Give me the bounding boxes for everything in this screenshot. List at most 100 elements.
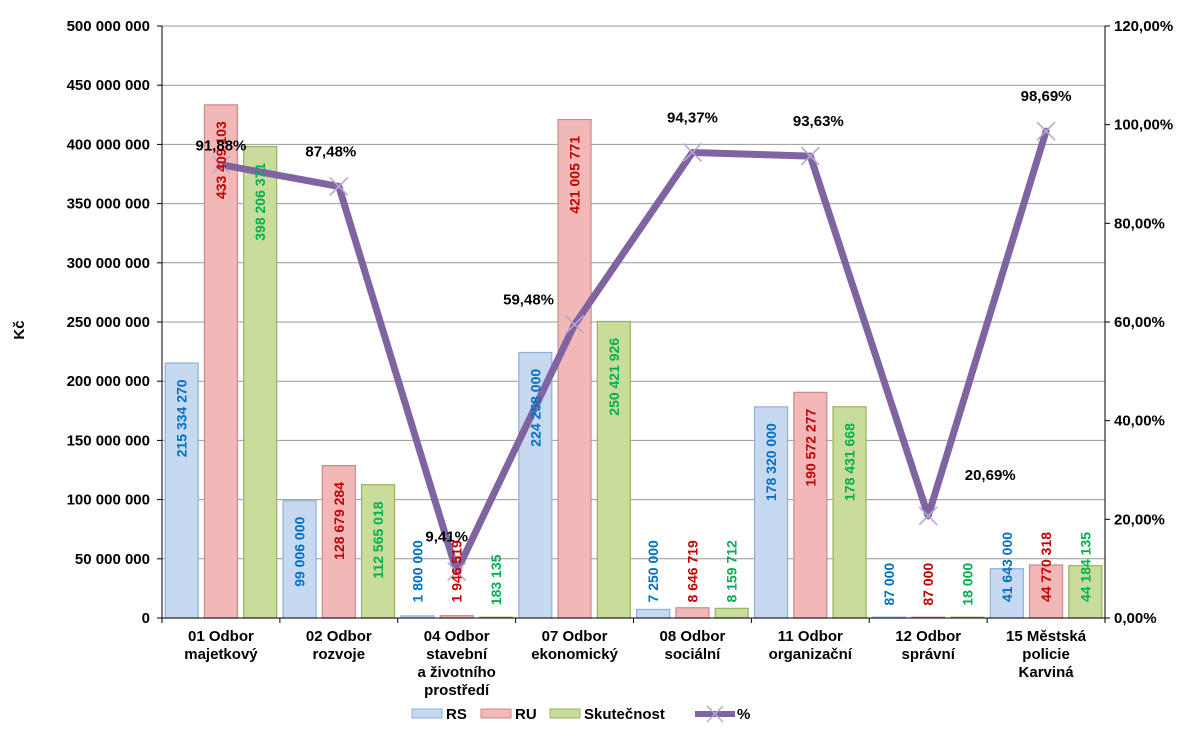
bar-Skutečnost xyxy=(714,607,749,619)
bar-Skutečnost xyxy=(832,406,867,619)
bar-RS xyxy=(636,608,671,619)
percent-marker xyxy=(564,314,585,335)
bar-Skutečnost xyxy=(360,484,396,619)
bar-value-label: 1 946 519 xyxy=(449,540,465,602)
y-tick-label: 100 000 000 xyxy=(67,492,150,509)
y-tick-label: 200 000 000 xyxy=(67,373,150,390)
bar-value-label: 44 770 318 xyxy=(1038,532,1054,602)
y-tick-label: 50 000 000 xyxy=(75,551,150,568)
bar-value-label: 44 184 135 xyxy=(1077,532,1093,602)
bar-RS xyxy=(164,362,199,619)
percent-marker xyxy=(1036,121,1056,141)
x-category-label: Karviná xyxy=(1019,664,1075,681)
percent-marker xyxy=(447,562,467,582)
bar-value-label: 421 005 771 xyxy=(567,136,583,214)
percent-series-line xyxy=(217,127,1050,576)
bar-RS xyxy=(282,500,317,619)
bar-RU xyxy=(557,118,592,619)
bar-value-label: 224 258 000 xyxy=(527,369,543,447)
bar-value-label: 87 000 xyxy=(920,563,936,606)
percent-marker xyxy=(918,506,938,526)
x-category-label: stavební xyxy=(426,646,488,663)
x-category-label: organizační xyxy=(769,646,853,663)
legend-label: RU xyxy=(515,706,537,723)
legend-swatch-Skutečnost xyxy=(549,708,581,719)
percent-value-label: 93,63% xyxy=(793,113,844,130)
bar-value-label: 215 334 270 xyxy=(174,379,190,457)
bar-value-label: 8 159 712 xyxy=(724,540,740,602)
bar-value-label: 128 679 284 xyxy=(331,482,347,560)
percent-line xyxy=(211,121,1056,582)
x-category-label: 12 Odbor xyxy=(895,628,961,645)
y-tick-label: 250 000 000 xyxy=(67,314,150,331)
bar-value-label: 18 000 xyxy=(959,563,975,606)
bar-value-label: 8 646 719 xyxy=(684,540,700,602)
y-tick-label: 0 xyxy=(142,610,150,627)
percent-value-label: 94,37% xyxy=(667,109,718,126)
bar-value-label: 250 421 926 xyxy=(606,338,622,416)
x-category-label: prostředí xyxy=(424,682,490,699)
bar-value-label: 183 135 xyxy=(488,554,504,605)
legend: RS RU Skutečnost% xyxy=(411,705,750,723)
legend-label: % xyxy=(737,706,750,723)
x-category-label: a životního xyxy=(418,664,496,681)
y2-tick-label: 0,00% xyxy=(1114,610,1157,627)
bar-value-label: 178 320 000 xyxy=(763,423,779,501)
bars xyxy=(164,104,1103,619)
percent-value-label: 87,48% xyxy=(305,143,356,160)
x-category-label: 08 Odbor xyxy=(660,628,726,645)
x-category-label: 11 Odbor xyxy=(778,628,843,645)
x-category-label: správní xyxy=(902,646,956,663)
bar-value-label: 7 250 000 xyxy=(645,540,661,602)
bar-value-label: 99 006 000 xyxy=(292,517,308,587)
percent-value-label: 9,41% xyxy=(425,529,468,546)
y2-tick-label: 40,00% xyxy=(1114,413,1165,430)
x-category-label: policie xyxy=(1022,646,1070,663)
y-tick-label: 500 000 000 xyxy=(67,18,150,35)
x-category-label: 02 Odbor xyxy=(306,628,372,645)
y-tick-label: 350 000 000 xyxy=(67,196,150,213)
percent-marker xyxy=(329,176,349,196)
bar-value-label: 398 206 371 xyxy=(252,163,268,241)
y2-tick-label: 80,00% xyxy=(1114,215,1165,232)
bar-value-label: 433 409 103 xyxy=(213,121,229,199)
y-tick-label: 450 000 000 xyxy=(67,77,150,94)
bar-value-label: 190 572 277 xyxy=(802,409,818,487)
legend-label: RS xyxy=(446,706,467,723)
y2-tick-label: 20,00% xyxy=(1114,511,1165,528)
percent-value-label: 59,48% xyxy=(503,292,554,309)
x-category-label: 07 Odbor xyxy=(542,628,608,645)
percent-value-label: 20,69% xyxy=(965,467,1016,484)
legend-swatch-RS xyxy=(411,708,443,719)
bar-Skutečnost xyxy=(596,320,631,619)
percent-value-label: 91,88% xyxy=(196,138,247,155)
gridlines xyxy=(162,25,1105,560)
y-tick-label: 150 000 000 xyxy=(67,432,150,449)
x-category-label: sociální xyxy=(665,646,722,663)
data-labels: 215 334 270 99 006 000 1 800 000 224 258 00… xyxy=(174,88,1094,605)
y-tick-label: 400 000 000 xyxy=(67,136,150,153)
x-category-label: 04 Odbor xyxy=(424,628,490,645)
tick-labels: 0 50 000 000 100 000 000 150 000 000 200 000… xyxy=(67,18,1174,699)
x-category-label: 15 Městská xyxy=(1006,628,1087,645)
axes xyxy=(157,25,1110,623)
percent-marker xyxy=(211,155,231,175)
bar-value-label: 178 431 668 xyxy=(842,423,858,501)
x-category-label: majetkový xyxy=(184,646,258,663)
bar-value-label: 41 643 000 xyxy=(999,532,1015,602)
bar-value-label: 87 000 xyxy=(881,563,897,606)
bar-value-label: 112 565 018 xyxy=(370,501,386,578)
legend-label: Skutečnost xyxy=(584,706,665,723)
x-category-label: ekonomický xyxy=(531,646,618,663)
percent-value-label: 98,69% xyxy=(1021,88,1072,105)
x-category-label: rozvoje xyxy=(313,646,366,663)
bar-Skutečnost xyxy=(243,145,278,619)
bar-value-label: 1 800 000 xyxy=(409,540,425,602)
legend-swatch-RU xyxy=(480,708,512,719)
percent-marker xyxy=(800,146,820,166)
y2-tick-label: 120,00% xyxy=(1114,18,1173,35)
percent-marker xyxy=(682,142,703,163)
y2-tick-label: 100,00% xyxy=(1114,117,1173,134)
y2-tick-label: 60,00% xyxy=(1114,314,1165,331)
